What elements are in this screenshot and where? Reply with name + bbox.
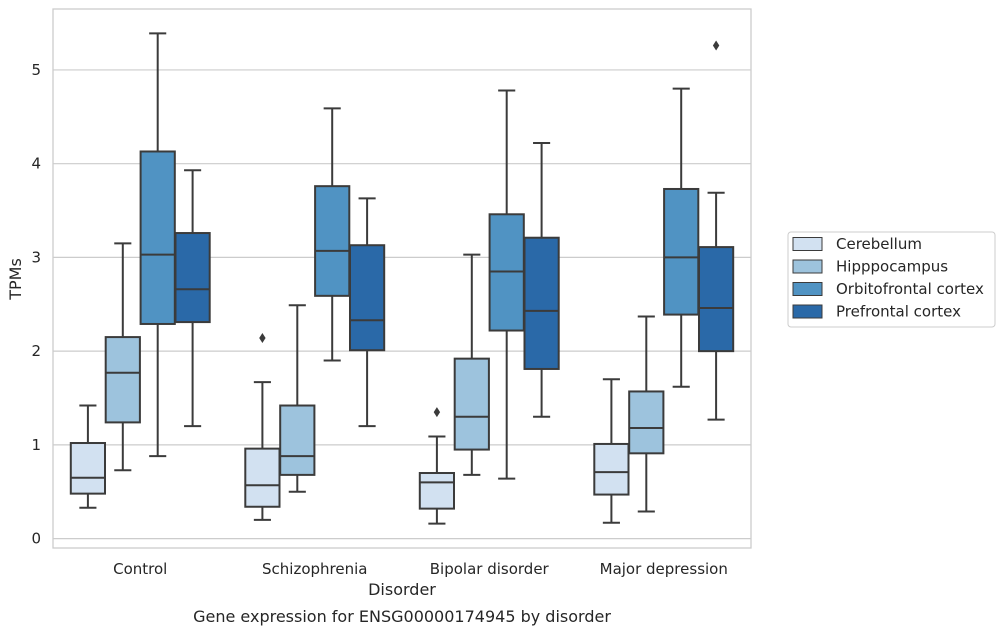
box-plot bbox=[348, 197, 386, 428]
y-axis-ticks: 0 1 2 3 4 5 bbox=[31, 61, 41, 548]
box-plot bbox=[244, 333, 281, 521]
box-plot bbox=[139, 32, 176, 458]
x-tick-label: Control bbox=[113, 560, 167, 578]
outlier-point bbox=[433, 407, 441, 418]
x-tick-label: Major depression bbox=[600, 560, 728, 578]
plot-frame bbox=[52, 8, 752, 549]
box bbox=[593, 442, 630, 496]
box-plots bbox=[69, 32, 735, 525]
box bbox=[244, 447, 281, 508]
outlier-point bbox=[259, 333, 266, 344]
x-tick-label: Bipolar disorder bbox=[430, 560, 550, 578]
box-plot bbox=[488, 89, 525, 480]
legend-swatch bbox=[792, 282, 823, 296]
box bbox=[314, 185, 351, 297]
box bbox=[139, 150, 176, 325]
y-tick-label: 4 bbox=[31, 155, 41, 173]
box-plot bbox=[279, 304, 316, 493]
box bbox=[697, 246, 735, 353]
legend-label: Hipppocampus bbox=[836, 258, 948, 276]
box bbox=[348, 244, 386, 352]
legend-frame bbox=[787, 231, 996, 328]
box bbox=[453, 357, 490, 451]
y-tick-label: 2 bbox=[31, 342, 41, 360]
box-plot bbox=[593, 378, 630, 524]
x-axis-title: Disorder bbox=[368, 580, 436, 599]
box-plot bbox=[663, 87, 700, 388]
box-plot bbox=[628, 315, 665, 513]
y-axis-title: TPMs bbox=[6, 258, 25, 301]
box-plot bbox=[418, 407, 456, 525]
legend-label: Orbitofrontal cortex bbox=[836, 280, 984, 298]
y-tick-label: 0 bbox=[31, 530, 41, 548]
x-tick-label: Schizophrenia bbox=[262, 560, 367, 578]
legend-label: Cerebellum bbox=[836, 235, 922, 253]
legend-item: Prefrontal cortex bbox=[792, 303, 961, 321]
legend-swatch bbox=[792, 259, 823, 274]
legend-swatch bbox=[792, 304, 823, 319]
box bbox=[104, 336, 141, 424]
chart-caption: Gene expression for ENSG00000174945 by d… bbox=[193, 607, 611, 626]
legend-item: Hipppocampus bbox=[792, 258, 948, 276]
box-plot bbox=[697, 40, 735, 421]
box bbox=[663, 187, 700, 316]
legend-item: Orbitofrontal cortex bbox=[792, 280, 984, 298]
legend-item: Cerebellum bbox=[792, 235, 922, 253]
box bbox=[523, 236, 560, 370]
box-plot bbox=[104, 242, 141, 472]
y-tick-label: 3 bbox=[31, 248, 41, 266]
box bbox=[174, 232, 211, 324]
legend-label: Prefrontal cortex bbox=[836, 303, 961, 321]
box bbox=[279, 404, 316, 476]
outlier-point bbox=[712, 40, 720, 51]
box-plot bbox=[523, 142, 560, 418]
y-tick-label: 5 bbox=[31, 61, 41, 79]
box bbox=[628, 390, 665, 455]
y-tick-label: 1 bbox=[31, 436, 41, 454]
box-plot bbox=[453, 253, 490, 476]
box-plot bbox=[69, 404, 107, 509]
box bbox=[418, 472, 456, 510]
box bbox=[69, 442, 107, 495]
legend: Cerebellum Hipppocampus Orbitofrontal cort… bbox=[787, 231, 996, 328]
box-plot bbox=[174, 169, 211, 428]
x-axis-ticks: Control Schizophrenia Bipolar disorder Majo… bbox=[113, 560, 728, 578]
legend-swatch bbox=[792, 237, 823, 251]
box-plot bbox=[314, 107, 351, 362]
